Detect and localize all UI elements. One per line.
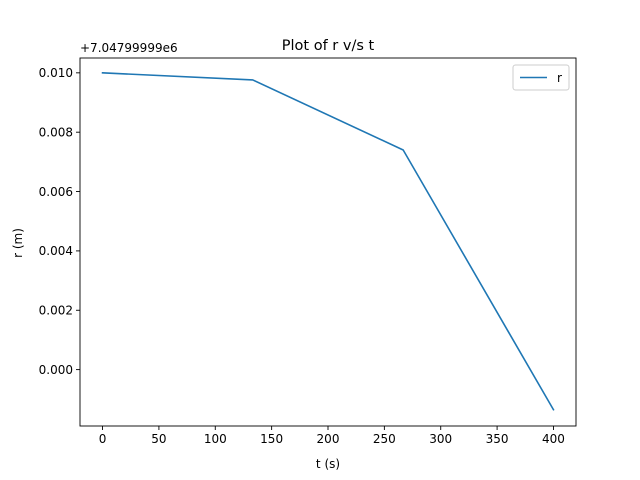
x-tick-label: 100 xyxy=(204,432,227,446)
plot-area xyxy=(79,57,577,427)
y-axis-offset-label: +7.04799999e6 xyxy=(80,41,178,55)
x-tick-label: 200 xyxy=(317,432,340,446)
chart-title: Plot of r v/s t xyxy=(282,38,375,54)
series-layer xyxy=(101,72,555,411)
axes-frame xyxy=(79,57,577,427)
x-tick-label: 400 xyxy=(542,432,565,446)
y-tick-label: 0.004 xyxy=(39,244,73,258)
x-tick-label: 0 xyxy=(99,432,107,446)
x-tick-label: 50 xyxy=(151,432,166,446)
y-tick-label: 0.000 xyxy=(39,363,73,377)
y-tick-label: 0.008 xyxy=(39,125,73,139)
x-axis-label: t (s) xyxy=(316,457,340,471)
legend-label: r xyxy=(557,71,562,85)
legend: r xyxy=(512,64,570,91)
x-tick-label: 350 xyxy=(486,432,509,446)
y-axis-ticks: 0.000 0.002 0.004 0.006 0.008 0.010 xyxy=(39,66,80,377)
y-tick-label: 0.006 xyxy=(39,185,73,199)
series-line-r xyxy=(101,72,555,411)
x-tick-label: 300 xyxy=(429,432,452,446)
y-tick-label: 0.010 xyxy=(39,66,73,80)
x-tick-label: 150 xyxy=(260,432,283,446)
x-tick-label: 250 xyxy=(373,432,396,446)
y-tick-label: 0.002 xyxy=(39,304,73,318)
y-axis-label: r (m) xyxy=(11,228,25,258)
x-axis-ticks: 0 50 100 150 200 250 300 350 400 xyxy=(99,426,565,446)
